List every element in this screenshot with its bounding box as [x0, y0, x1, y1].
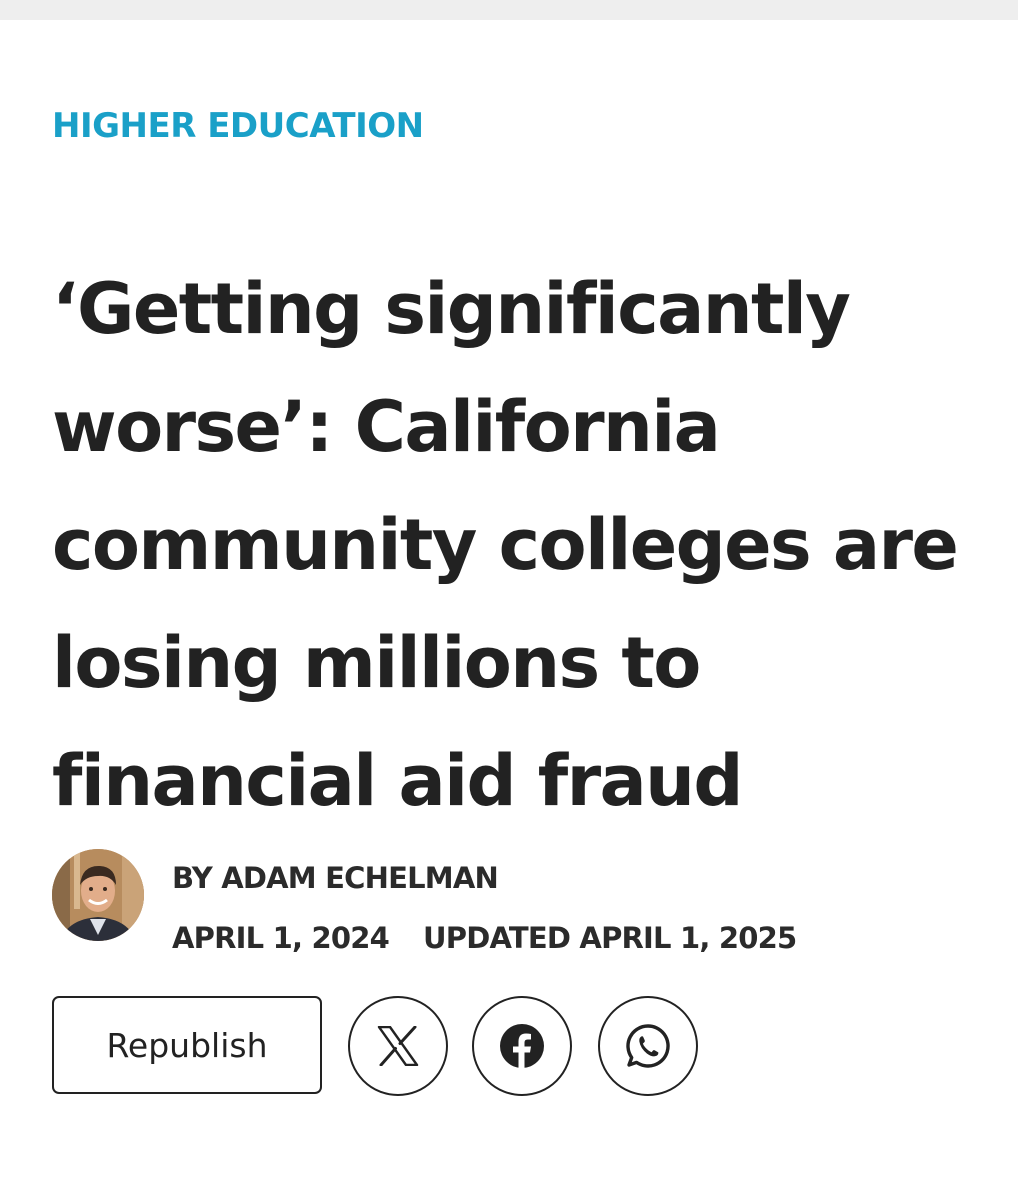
updated-date: UPDATED APRIL 1, 2025 — [423, 921, 797, 955]
article-dates: APRIL 1, 2024 UPDATED APRIL 1, 2025 — [172, 921, 797, 955]
share-facebook-button[interactable] — [472, 996, 572, 1096]
category-link[interactable]: HIGHER EDUCATION — [52, 106, 424, 146]
x-logo-icon — [377, 1026, 419, 1066]
top-status-bar — [0, 0, 1018, 20]
published-date: APRIL 1, 2024 — [172, 921, 390, 955]
whatsapp-icon — [626, 1024, 670, 1068]
author-photo-icon — [52, 849, 144, 941]
article-actions: Republish — [52, 996, 752, 1096]
share-x-button[interactable] — [348, 996, 448, 1096]
author-link[interactable]: BY ADAM ECHELMAN — [172, 861, 499, 895]
byline: BY ADAM ECHELMAN APRIL 1, 2024 UPDATED AP… — [52, 849, 952, 955]
facebook-icon — [500, 1024, 544, 1069]
article-headline: ‘Getting significantly worse’: Californi… — [52, 268, 959, 822]
republish-button[interactable]: Republish — [52, 996, 322, 1094]
author-avatar[interactable] — [52, 849, 144, 941]
share-whatsapp-button[interactable] — [598, 996, 698, 1096]
